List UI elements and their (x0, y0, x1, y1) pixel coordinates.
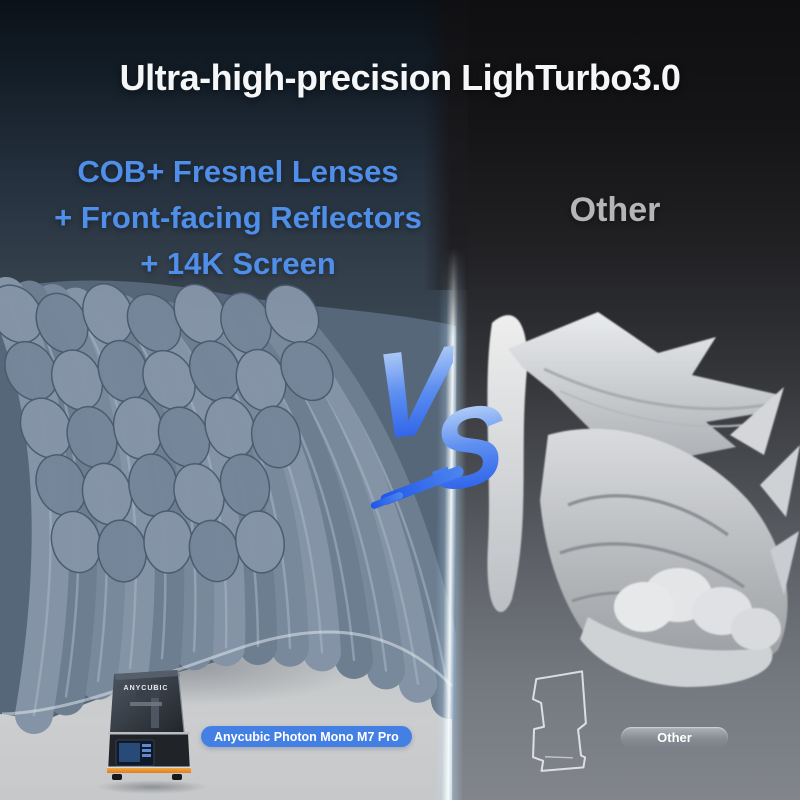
anycubic-printer-photo: ANYCUBIC (107, 669, 191, 780)
panel-seam-blend (424, 0, 468, 290)
printer-orange-strip (107, 768, 191, 773)
printer-brand-label: ANYCUBIC (124, 685, 169, 692)
spike-shape (760, 445, 800, 517)
product-badge: Anycubic Photon Mono M7 Pro (201, 726, 412, 747)
fist-shape (580, 617, 773, 687)
anycubic-print-photo-feathered-wing (0, 277, 456, 734)
other-badge: Other (621, 727, 728, 748)
other-heading: Other (569, 191, 661, 229)
spike-shape (770, 531, 799, 595)
page-title: Ultra-high-precision LighTurbo3.0 (119, 57, 681, 98)
other-printer-outline-sketch (532, 670, 587, 772)
glossy-pillar-shape (487, 315, 528, 613)
feature-line-2: + Front-facing Reflectors (54, 200, 422, 235)
feature-line-3: + 14K Screen (140, 246, 336, 281)
axe-head-shape (508, 312, 780, 467)
feature-list: COB+ Fresnel Lenses + Front-facing Refle… (12, 149, 464, 287)
printer-hood (110, 670, 184, 732)
vs-lockup: V S (369, 319, 522, 550)
vs-letter-s: S (429, 378, 506, 517)
spike-shape (730, 387, 784, 455)
printer-drop-shadow (96, 780, 208, 794)
other-print-photo-axe-gauntlet (487, 312, 800, 687)
feature-line-1: COB+ Fresnel Lenses (77, 154, 399, 189)
